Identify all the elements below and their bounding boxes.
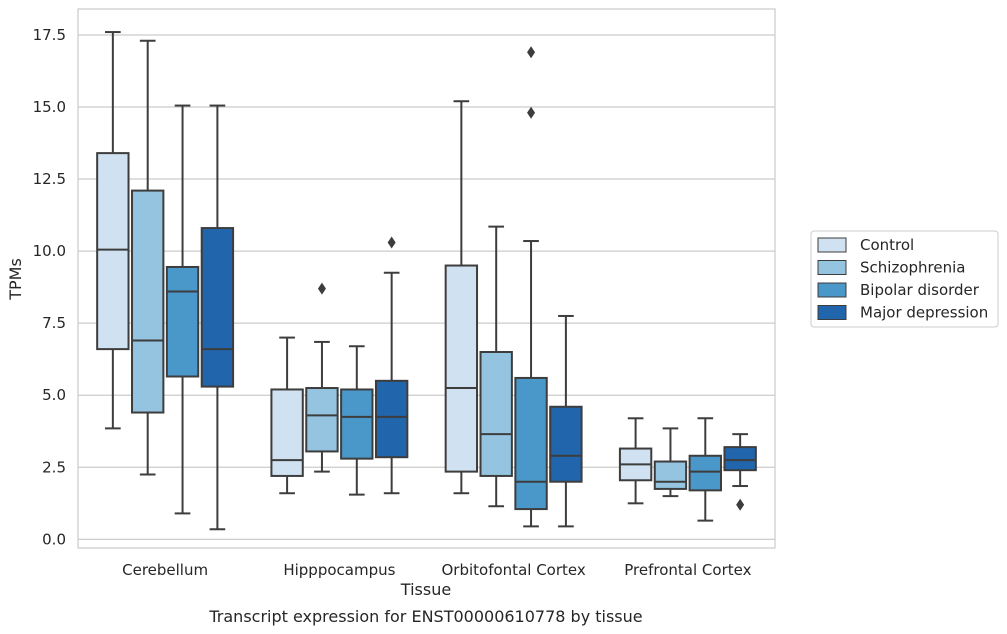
box-bipolar-disorder xyxy=(165,104,200,515)
box-groups xyxy=(96,31,757,531)
box-body xyxy=(723,446,757,472)
outlier-point xyxy=(527,106,536,119)
x-tick-label: Hipppocampus xyxy=(283,561,395,579)
box-body xyxy=(688,454,722,492)
legend-item: Control xyxy=(817,236,914,254)
y-tick-label: 17.5 xyxy=(33,26,66,44)
category-group xyxy=(618,417,757,522)
box-body xyxy=(165,265,200,378)
legend-label: Bipolar disorder xyxy=(860,281,980,299)
x-tick-label: Prefrontal Cortex xyxy=(624,561,751,579)
outlier-point xyxy=(387,236,396,249)
box-schizophrenia xyxy=(653,427,688,498)
box-schizophrenia xyxy=(305,282,339,473)
outlier-point xyxy=(527,46,536,59)
box-body xyxy=(653,460,688,490)
box-body xyxy=(444,264,479,473)
box-bipolar-disorder xyxy=(340,345,374,496)
box-bipolar-disorder xyxy=(514,46,548,528)
box-body xyxy=(479,351,513,477)
legend-swatch xyxy=(817,260,847,275)
box-body xyxy=(200,227,235,388)
y-tick-label: 12.5 xyxy=(33,170,66,188)
x-tick-label: Cerebellum xyxy=(122,561,208,579)
y-tick-label: 7.5 xyxy=(42,314,66,332)
box-control xyxy=(270,336,304,495)
legend-swatch xyxy=(817,282,847,298)
outlier-point xyxy=(736,498,745,511)
box-control xyxy=(618,417,653,505)
legend-swatch xyxy=(817,237,847,253)
box-body xyxy=(131,189,165,414)
y-tick-label: 10.0 xyxy=(33,242,66,260)
chart-caption: Transcript expression for ENST0000061077… xyxy=(208,607,642,626)
box-schizophrenia xyxy=(479,225,513,508)
box-body xyxy=(270,388,304,477)
category-group xyxy=(444,46,583,528)
box-body xyxy=(340,388,374,460)
box-bipolar-disorder xyxy=(688,417,722,522)
y-tick-label: 5.0 xyxy=(42,386,66,404)
y-axis-ticks: 0.0 2.5 5.0 7.5 10.0 12.5 15.0 17.5 xyxy=(33,26,66,548)
y-axis-title: TPMs xyxy=(6,258,25,301)
box-schizophrenia xyxy=(131,39,165,476)
box-body xyxy=(549,405,583,483)
category-group xyxy=(270,236,409,496)
box-body xyxy=(96,152,130,351)
legend-label: Major depression xyxy=(860,304,988,322)
legend-swatch xyxy=(817,305,847,320)
box-body xyxy=(514,376,548,511)
legend-label: Control xyxy=(860,236,914,254)
legend-item: Bipolar disorder xyxy=(817,281,980,299)
category-group xyxy=(96,31,235,531)
box-major-depression xyxy=(723,433,757,511)
box-major-depression xyxy=(549,314,583,528)
legend-item: Major depression xyxy=(817,304,988,322)
legend-label: Schizophrenia xyxy=(860,259,965,277)
legend: Control Schizophrenia Bipolar disorder Majo… xyxy=(810,230,999,328)
legend-frame xyxy=(810,230,999,328)
box-body xyxy=(305,387,339,453)
y-tick-label: 2.5 xyxy=(42,458,66,476)
x-axis-ticks: Cerebellum Hipppocampus Orbitofontal Corte… xyxy=(122,561,751,579)
x-axis-title: Tissue xyxy=(400,580,451,599)
y-tick-label: 15.0 xyxy=(33,98,66,116)
outlier-point xyxy=(317,282,326,295)
box-control xyxy=(96,31,130,430)
x-tick-label: Orbitofontal Cortex xyxy=(442,561,586,579)
y-tick-label: 0.0 xyxy=(42,530,66,548)
plot-frame xyxy=(77,8,776,549)
box-body xyxy=(374,379,409,459)
box-control xyxy=(444,100,479,495)
box-major-depression xyxy=(374,236,409,495)
box-major-depression xyxy=(200,104,235,531)
legend-item: Schizophrenia xyxy=(817,259,965,277)
